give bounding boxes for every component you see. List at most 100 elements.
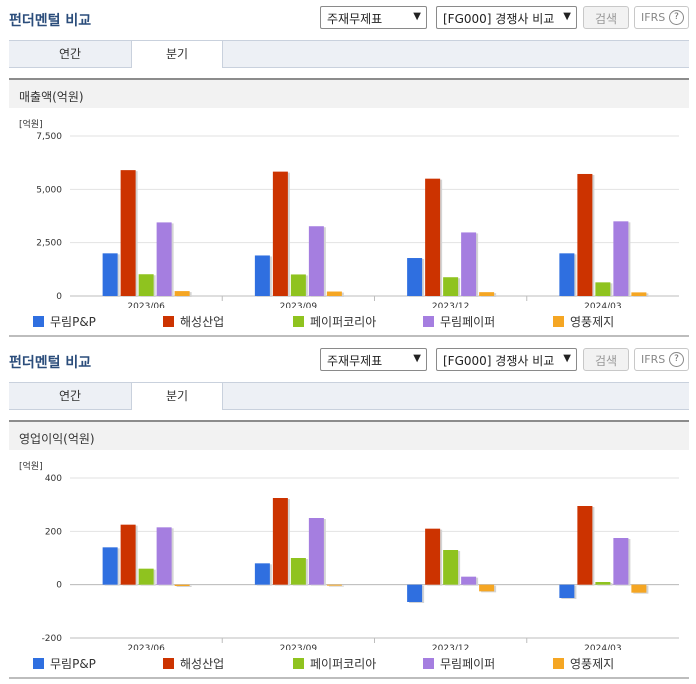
legend-swatch (423, 658, 434, 669)
legend-swatch (553, 658, 564, 669)
legend-label: 무림페이퍼 (440, 315, 496, 329)
bar (308, 226, 324, 296)
legend-label: 해성산업 (180, 657, 225, 671)
legend-label: 해성산업 (180, 315, 225, 329)
x-tick-label: 2023/09 (280, 302, 318, 308)
bar (102, 547, 118, 585)
y-tick-label: 5,000 (36, 185, 62, 195)
legend-swatch (33, 658, 44, 669)
y-tick-label: 2,500 (36, 239, 62, 249)
chevron-down-icon: ▼ (563, 11, 571, 22)
legend-item[interactable]: 무림페이퍼 (423, 313, 495, 330)
bar (174, 584, 190, 586)
peer-group-select-value: [FG000] 경쟁사 비교 (443, 354, 555, 368)
statement-select-value: 주재무제표 (327, 12, 383, 26)
legend-swatch (33, 316, 44, 327)
tab-annual[interactable]: 연간 (58, 47, 82, 61)
peer-group-select[interactable]: [FG000] 경쟁사 비교 ▼ (436, 6, 577, 29)
fundamental-panel-operating-profit: 펀더멘털 비교 주재무제표 ▼ [FG000] 경쟁사 비교 ▼ 검색 IFRS… (0, 342, 696, 684)
bar (156, 527, 172, 585)
legend-label: 페이퍼코리아 (310, 657, 377, 671)
legend-label: 무림P&P (50, 315, 96, 329)
y-tick-label: 400 (45, 474, 62, 484)
legend-label: 무림페이퍼 (440, 657, 496, 671)
bar (254, 255, 270, 296)
legend-item[interactable]: 해성산업 (163, 313, 224, 330)
legend-item[interactable]: 무림P&P (33, 313, 96, 330)
chevron-down-icon: ▼ (413, 11, 421, 22)
help-icon[interactable]: ? (669, 10, 684, 25)
bar (595, 282, 611, 296)
bar-shadow (176, 585, 192, 587)
x-tick-label: 2023/12 (432, 644, 469, 650)
bar (272, 171, 288, 296)
help-icon[interactable]: ? (669, 352, 684, 367)
bar (461, 232, 477, 296)
bar (290, 558, 306, 585)
legend-item[interactable]: 영풍제지 (553, 313, 614, 330)
chart-subtitle: 매출액(억원) (9, 78, 689, 108)
legend-label: 페이퍼코리아 (310, 315, 377, 329)
bar (443, 550, 459, 585)
panel-title: 펀더멘털 비교 (9, 13, 92, 29)
divider (9, 335, 689, 337)
legend-swatch (293, 316, 304, 327)
peer-group-select-value: [FG000] 경쟁사 비교 (443, 12, 555, 26)
legend-label: 영풍제지 (570, 315, 615, 329)
search-button[interactable]: 검색 (583, 348, 629, 371)
bar (577, 506, 593, 585)
bar (559, 253, 575, 296)
y-tick-label: -200 (42, 634, 63, 644)
x-tick-label: 2023/06 (127, 302, 165, 308)
legend-item[interactable]: 영풍제지 (553, 655, 614, 672)
y-tick-label: 0 (56, 292, 62, 302)
bar (407, 584, 423, 602)
legend-item[interactable]: 해성산업 (163, 655, 224, 672)
x-tick-label: 2023/12 (432, 302, 469, 308)
chevron-down-icon: ▼ (563, 353, 571, 364)
unit-label: [억원] (19, 118, 43, 130)
statement-select[interactable]: 주재무제표 ▼ (320, 6, 427, 29)
y-tick-label: 0 (56, 581, 62, 591)
y-tick-label: 7,500 (36, 132, 62, 142)
ifrs-label: IFRS (641, 11, 666, 24)
period-tabs: 연간 분기 (9, 40, 689, 68)
legend-item[interactable]: 페이퍼코리아 (293, 655, 376, 672)
chart-legend: 무림P&P 해성산업 페이퍼코리아 무림페이퍼 영풍제지 (0, 655, 696, 673)
tab-quarterly[interactable]: 분기 (131, 382, 223, 410)
bar (461, 576, 477, 585)
legend-swatch (293, 658, 304, 669)
bar (156, 222, 172, 296)
bar (326, 291, 342, 296)
fundamental-panel-revenue: 펀더멘털 비교 주재무제표 ▼ [FG000] 경쟁사 비교 ▼ 검색 IFRS… (0, 6, 696, 337)
bar (559, 584, 575, 598)
bar (102, 253, 118, 296)
bar (138, 274, 154, 296)
unit-label: [억원] (19, 460, 43, 472)
x-tick-label: 2024/03 (584, 302, 621, 308)
peer-group-select[interactable]: [FG000] 경쟁사 비교 ▼ (436, 348, 577, 371)
bar (120, 524, 136, 585)
bar (631, 584, 647, 593)
ifrs-button[interactable]: IFRS ? (634, 348, 689, 371)
chart-legend: 무림P&P 해성산업 페이퍼코리아 무림페이퍼 영풍제지 (0, 313, 696, 331)
chevron-down-icon: ▼ (413, 353, 421, 364)
period-tabs: 연간 분기 (9, 382, 689, 410)
bar (631, 292, 647, 296)
statement-select[interactable]: 주재무제표 ▼ (320, 348, 427, 371)
bar (254, 563, 270, 585)
legend-item[interactable]: 페이퍼코리아 (293, 313, 376, 330)
legend-swatch (163, 658, 174, 669)
legend-item[interactable]: 무림P&P (33, 655, 96, 672)
tab-annual[interactable]: 연간 (58, 389, 82, 403)
search-button[interactable]: 검색 (583, 6, 629, 29)
bar (174, 291, 190, 296)
ifrs-label: IFRS (641, 353, 666, 366)
x-tick-label: 2023/06 (127, 644, 165, 650)
tab-quarterly[interactable]: 분기 (131, 40, 223, 68)
legend-swatch (553, 316, 564, 327)
statement-select-value: 주재무제표 (327, 354, 383, 368)
ifrs-button[interactable]: IFRS ? (634, 6, 689, 29)
legend-item[interactable]: 무림페이퍼 (423, 655, 495, 672)
bar (443, 277, 459, 296)
